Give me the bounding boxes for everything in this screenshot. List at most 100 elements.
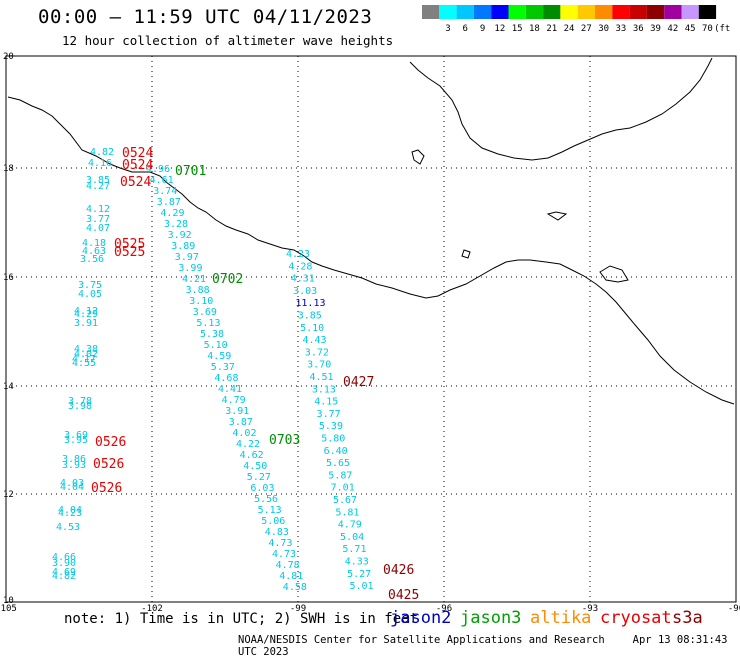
colorbar-unit: (ft) bbox=[714, 24, 732, 34]
pass-label: 0703 bbox=[269, 433, 300, 448]
colorbar-tick: 45 bbox=[685, 24, 696, 34]
colorbar-tick: 15 bbox=[512, 24, 523, 34]
wave-height-label: 4.82 bbox=[90, 147, 114, 158]
colorbar-swatch bbox=[422, 5, 440, 19]
colorbar-tick: 30 bbox=[598, 24, 609, 34]
lat-tick-label: 12 bbox=[3, 490, 14, 500]
wave-height-label: 4.61 bbox=[150, 175, 174, 186]
lon-tick-label: -99 bbox=[290, 604, 306, 614]
wave-height-label: 3.87 bbox=[157, 197, 181, 208]
coastline bbox=[7, 57, 735, 405]
pass-label: 0425 bbox=[388, 588, 419, 603]
wave-height-label: 3.99 bbox=[178, 263, 202, 274]
wave-height-label: 4.17 bbox=[72, 354, 96, 365]
wave-height-label: 4.58 bbox=[283, 582, 307, 593]
map-title: 00:00 – 11:59 UTC 04/11/2023 bbox=[38, 6, 373, 28]
colorbar-tick: 27 bbox=[581, 24, 592, 34]
wave-height-label: 4.59 bbox=[207, 351, 231, 362]
wave-height-label: 5.65 bbox=[326, 458, 350, 469]
colorbar-tick: 42 bbox=[667, 24, 678, 34]
map-subtitle: 12 hour collection of altimeter wave hei… bbox=[62, 33, 394, 48]
wave-height-label: 11.13 bbox=[295, 298, 325, 309]
island-2 bbox=[599, 265, 629, 283]
wave-height-label: 3.85 bbox=[86, 175, 110, 186]
wave-height-label: 5.67 bbox=[333, 495, 357, 506]
colorbar-swatch bbox=[612, 5, 630, 19]
wave-height-label: 5.37 bbox=[211, 362, 235, 373]
wave-height-label: 5.81 bbox=[335, 507, 359, 518]
pass-label: 0427 bbox=[343, 375, 374, 390]
lon-tick-label: -90 bbox=[728, 604, 740, 614]
wave-height-label: 3.70 bbox=[307, 360, 331, 371]
altimeter-track-b: 4.964.613.743.874.293.283.923.893.973.99… bbox=[146, 164, 307, 593]
wave-height-label: 3.78 bbox=[68, 396, 92, 407]
lat-tick-label: 20 bbox=[3, 52, 14, 62]
wave-height-label: 4.96 bbox=[146, 164, 170, 175]
wave-height-label: 3.69 bbox=[193, 307, 217, 318]
wave-height-label: 5.10 bbox=[204, 340, 228, 351]
wave-height-label: 4.43 bbox=[302, 335, 326, 346]
island-4 bbox=[461, 249, 471, 259]
wave-height-label: 4.29 bbox=[160, 208, 184, 219]
wave-height-label: 4.05 bbox=[78, 289, 102, 300]
mission-legend-jason3: jason3 bbox=[460, 608, 522, 628]
wave-height-label: 3.86 bbox=[62, 454, 86, 465]
wave-height-label: 4.02 bbox=[232, 428, 256, 439]
lon-tick-label: -96 bbox=[436, 604, 452, 614]
colorbar-swatch bbox=[543, 5, 561, 19]
wave-height-label: 3.88 bbox=[186, 285, 210, 296]
wave-height-label: 5.27 bbox=[347, 569, 371, 580]
wave-height-label: 3.75 bbox=[78, 280, 102, 291]
pass-label: 0525 bbox=[114, 237, 145, 252]
wave-height-label: 4.55 bbox=[72, 358, 96, 369]
wave-height-label: 5.56 bbox=[254, 494, 278, 505]
pass-label: 0524 bbox=[122, 146, 153, 161]
pass-label: 0524 bbox=[122, 158, 153, 173]
footer-note: note: 1) Time is in UTC; 2) SWH is in fe… bbox=[64, 611, 419, 627]
island-1 bbox=[411, 149, 425, 165]
wave-height-label: 3.74 bbox=[153, 186, 177, 197]
colorbar-swatch bbox=[629, 5, 647, 19]
colorbar-tick: 21 bbox=[546, 24, 557, 34]
wave-height-label: 4.50 bbox=[243, 461, 267, 472]
wave-height-label: 4.41 bbox=[218, 384, 242, 395]
colorbar-swatch bbox=[456, 5, 474, 19]
wave-height-label: 3.10 bbox=[189, 296, 213, 307]
lat-tick-label: 16 bbox=[3, 273, 14, 283]
wave-height-label: 5.38 bbox=[200, 329, 224, 340]
pass-label: 0702 bbox=[212, 272, 243, 287]
colorbar-tick: 36 bbox=[633, 24, 644, 34]
wave-height-label: 4.79 bbox=[222, 395, 246, 406]
colorbar-swatch bbox=[491, 5, 509, 19]
wave-height-label: 3.89 bbox=[171, 241, 195, 252]
wave-height-label: 3.28 bbox=[164, 219, 188, 230]
wave-height-label: 4.02 bbox=[74, 349, 98, 360]
coastline-gulf bbox=[409, 57, 713, 161]
mission-legend-cryosat: cryosat bbox=[600, 608, 672, 628]
mission-legend-s3a: s3a bbox=[672, 608, 703, 628]
colorbar-swatch bbox=[577, 5, 595, 19]
pass-label: 0426 bbox=[383, 563, 414, 578]
wave-height-label: 4.63 bbox=[82, 246, 106, 257]
wave-height-label: 5.06 bbox=[261, 516, 285, 527]
colorbar-tick: 6 bbox=[463, 24, 468, 34]
wave-height-label: 4.12 bbox=[86, 204, 110, 215]
coastline-mainland bbox=[7, 96, 735, 405]
wave-height-label: 4.28 bbox=[288, 261, 312, 272]
wave-height-label: 3.69 bbox=[64, 430, 88, 441]
colorbar-swatch bbox=[646, 5, 665, 19]
colorbar-tick: 12 bbox=[494, 24, 505, 34]
colorbar-swatch bbox=[439, 5, 457, 19]
colorbar-swatch bbox=[560, 5, 578, 19]
wave-height-label: 4.79 bbox=[338, 520, 362, 531]
wave-height-label: 3.92 bbox=[168, 230, 192, 241]
lat-tick-label: 18 bbox=[3, 164, 14, 174]
colorbar-tick: 70 bbox=[702, 24, 713, 34]
wave-height-label: 4.81 bbox=[279, 571, 303, 582]
pass-label: 0524 bbox=[120, 175, 151, 190]
wave-height-label: 4.15 bbox=[314, 397, 338, 408]
colorbar-swatch bbox=[525, 5, 544, 19]
mission-legend-jason2: jason2 bbox=[390, 608, 452, 628]
